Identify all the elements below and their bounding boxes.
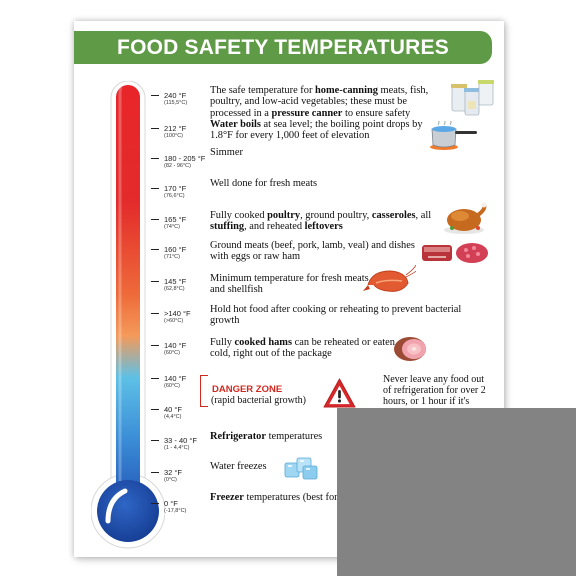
fahrenheit-value: 170 °F	[164, 184, 187, 193]
poster: FOOD SAFETY TEMPERATURES	[74, 21, 504, 557]
temperature-label: 240 °F (115,5°C)	[164, 91, 187, 107]
temperature-description: Fully cooked poultry, ground poultry, ca…	[210, 210, 432, 233]
warning-triangle-icon	[323, 378, 356, 408]
temperature-description: Water boils at sea level; the boiling po…	[210, 119, 423, 142]
danger-zone-title: DANGER ZONE	[212, 384, 283, 395]
temperature-description: Refrigerator temperatures	[210, 431, 323, 442]
celsius-value: (>60°C)	[164, 318, 184, 324]
celsius-value: (4,4°C)	[164, 414, 182, 420]
temperature-label: 212 °F (100°C)	[164, 124, 186, 140]
fahrenheit-value: 240 °F	[164, 91, 187, 100]
temperature-description: The safe temperature for home-canning me…	[210, 85, 429, 119]
fahrenheit-value: 0 °F	[164, 499, 178, 508]
temperature-description: Well done for fresh meats	[210, 178, 318, 189]
celsius-value: (74°C)	[164, 224, 180, 230]
temperature-label: 160 °F (71°C)	[164, 245, 186, 261]
celsius-value: (115,5°C)	[164, 100, 188, 106]
temperature-label: >140 °F (>60°C)	[164, 309, 191, 325]
celsius-value: (-17,8°C)	[164, 508, 187, 514]
page-title: FOOD SAFETY TEMPERATURES	[117, 35, 449, 59]
scale-tick	[151, 158, 159, 159]
scale-tick	[151, 188, 159, 189]
fahrenheit-value: 40 °F	[164, 405, 183, 414]
celsius-value: (62,8°C)	[164, 286, 185, 292]
ground-meat-icon	[422, 243, 488, 263]
temperature-label: 140 °F (60°C)	[164, 341, 186, 357]
fahrenheit-value: 32 °F	[164, 468, 183, 477]
celsius-value: (76,6°C)	[164, 193, 185, 199]
scale-tick	[151, 95, 159, 96]
temperature-label: 140 °F (60°C)	[164, 374, 186, 390]
header-banner: FOOD SAFETY TEMPERATURES	[74, 31, 492, 64]
temperature-description: Hold hot food after cooking or reheating…	[210, 304, 462, 327]
fahrenheit-value: 165 °F	[164, 215, 187, 224]
celsius-value: (100°C)	[164, 133, 184, 139]
ice-cubes-icon	[284, 457, 318, 480]
temperature-label: 33 - 40 °F (1 - 4,4°C)	[164, 436, 197, 452]
fahrenheit-value: 145 °F	[164, 277, 187, 286]
temperature-label: 32 °F (0°C)	[164, 468, 182, 484]
fahrenheit-value: 160 °F	[164, 245, 187, 254]
celsius-value: (0°C)	[164, 477, 177, 483]
temperature-label: 40 °F (4,4°C)	[164, 405, 182, 421]
boiling-pot-icon	[430, 121, 477, 150]
scale-tick	[151, 440, 159, 441]
scale-tick	[151, 378, 159, 379]
celsius-value: (1 - 4,4°C)	[164, 445, 190, 451]
scale-tick	[151, 281, 159, 282]
scale-tick	[151, 409, 159, 410]
temperature-label: 145 °F (62,8°C)	[164, 277, 186, 293]
scale-tick	[151, 313, 159, 314]
ham-icon	[394, 337, 426, 361]
temperature-description: Simmer	[210, 147, 243, 158]
scale-tick	[151, 249, 159, 250]
temperature-description: Fully cooked hams can be reheated or eat…	[210, 337, 395, 360]
danger-zone-subtitle: (rapid bacterial growth)	[211, 395, 306, 406]
celsius-value: (60°C)	[164, 383, 180, 389]
temperature-label: 180 - 205 °F (82 - 96°C)	[164, 154, 205, 170]
temperature-description: Water freezes	[210, 461, 267, 472]
scale-tick	[151, 472, 159, 473]
temperature-label: 0 °F (-17,8°C)	[164, 499, 186, 515]
canning-jars-icon	[451, 80, 494, 116]
thermometer-icon	[91, 81, 165, 549]
scale-tick	[151, 503, 159, 504]
fahrenheit-value: >140 °F	[164, 309, 191, 318]
scale-tick	[151, 128, 159, 129]
temperature-label: 170 °F (76,6°C)	[164, 184, 186, 200]
fahrenheit-value: 140 °F	[164, 374, 187, 383]
fahrenheit-value: 140 °F	[164, 341, 187, 350]
gray-overlay	[337, 408, 576, 576]
scale-tick	[151, 219, 159, 220]
roast-turkey-icon	[444, 202, 487, 234]
temperature-description: Minimum temperature for fresh meats, fis…	[210, 273, 390, 296]
celsius-value: (60°C)	[164, 350, 180, 356]
fahrenheit-value: 33 - 40 °F	[164, 436, 198, 445]
temperature-description: Ground meats (beef, pork, lamb, veal) an…	[210, 240, 415, 263]
shrimp-icon	[363, 265, 416, 292]
temperature-description: Freezer temperatures (best for storing f…	[210, 492, 420, 503]
celsius-value: (71°C)	[164, 254, 180, 260]
celsius-value: (82 - 96°C)	[164, 163, 191, 169]
temperature-label: 165 °F (74°C)	[164, 215, 186, 231]
fahrenheit-value: 180 - 205 °F	[164, 154, 206, 163]
scale-tick	[151, 345, 159, 346]
danger-zone-bracket	[200, 375, 208, 407]
fahrenheit-value: 212 °F	[164, 124, 187, 133]
